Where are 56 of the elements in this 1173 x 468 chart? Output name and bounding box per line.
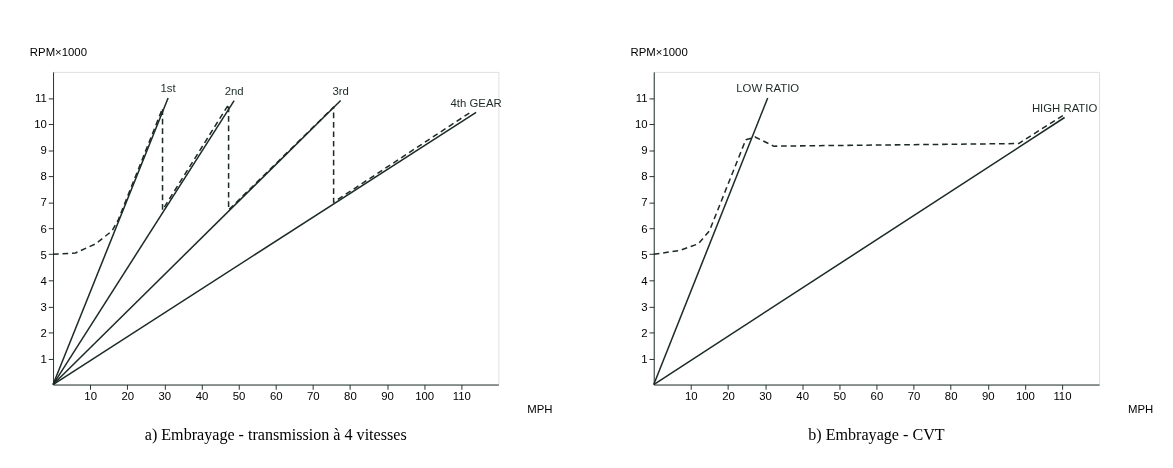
y-tick-label: 7 (641, 196, 648, 209)
x-tick-label: 50 (232, 390, 246, 403)
text: b) Embrayage - CVT (808, 425, 945, 444)
x-tick-label: 30 (158, 390, 172, 403)
y-tick-label: 9 (40, 144, 47, 157)
x-axis-title: MPH (1127, 402, 1154, 415)
y-tick-label: 11 (35, 92, 47, 105)
y-tick-label: 1 (641, 352, 648, 365)
x-tick-label: 10 (685, 390, 698, 403)
y-tick-label: 3 (40, 300, 47, 313)
series-label: 1st (160, 82, 177, 95)
x-tick-label: 10 (84, 390, 97, 403)
series-label: LOW RATIO (736, 82, 800, 95)
series-label: HIGH RATIO (1031, 101, 1098, 114)
y-tick-label: 6 (40, 222, 47, 235)
y-tick-label: 4 (641, 274, 648, 287)
x-tick-label: 30 (759, 390, 772, 403)
y-axis-title: RPM×1000 (29, 46, 87, 59)
series-label: 4th GEAR (450, 96, 502, 109)
series-label: 2nd (224, 84, 244, 97)
x-tick-label: 90 (381, 390, 394, 403)
y-tick-label: 10 (634, 118, 648, 131)
x-tick-label: 90 (981, 390, 995, 403)
y-tick-label: 10 (34, 118, 47, 131)
x-tick-label: 70 (907, 390, 921, 403)
x-tick-label: 50 (833, 390, 847, 403)
x-tick-label: 20 (722, 390, 735, 403)
y-tick-label: 5 (40, 248, 47, 261)
x-tick-label: 60 (269, 390, 283, 403)
y-tick-label: 11 (635, 92, 648, 105)
x-tick-label: 110 (1053, 390, 1072, 403)
y-axis-title: RPM×1000 (630, 46, 688, 59)
x-tick-label: 20 (121, 390, 135, 403)
x-tick-label: 60 (870, 390, 884, 403)
y-tick-label: 6 (641, 222, 648, 235)
y-tick-label: 3 (641, 300, 648, 313)
y-tick-label: 2 (40, 326, 47, 339)
x-tick-label: 40 (195, 390, 209, 403)
y-tick-label: 1 (40, 352, 47, 365)
y-tick-label: 8 (641, 170, 648, 183)
y-tick-label: 2 (641, 326, 648, 339)
x-tick-label: 100 (415, 390, 435, 403)
x-tick-label: 110 (452, 390, 471, 403)
x-axis-title: MPH (527, 402, 553, 415)
y-tick-label: 4 (40, 274, 47, 287)
y-tick-label: 9 (641, 144, 648, 157)
text: a) Embrayage - transmission à 4 vitesses (144, 425, 407, 444)
series-label: 3rd (332, 84, 349, 97)
x-tick-label: 40 (796, 390, 810, 403)
x-tick-label: 70 (306, 390, 320, 403)
x-tick-label: 80 (944, 390, 958, 403)
y-tick-label: 7 (40, 196, 47, 209)
y-tick-label: 5 (641, 248, 648, 261)
x-tick-label: 100 (1015, 390, 1035, 403)
y-tick-label: 8 (40, 170, 47, 183)
x-tick-label: 80 (344, 390, 357, 403)
